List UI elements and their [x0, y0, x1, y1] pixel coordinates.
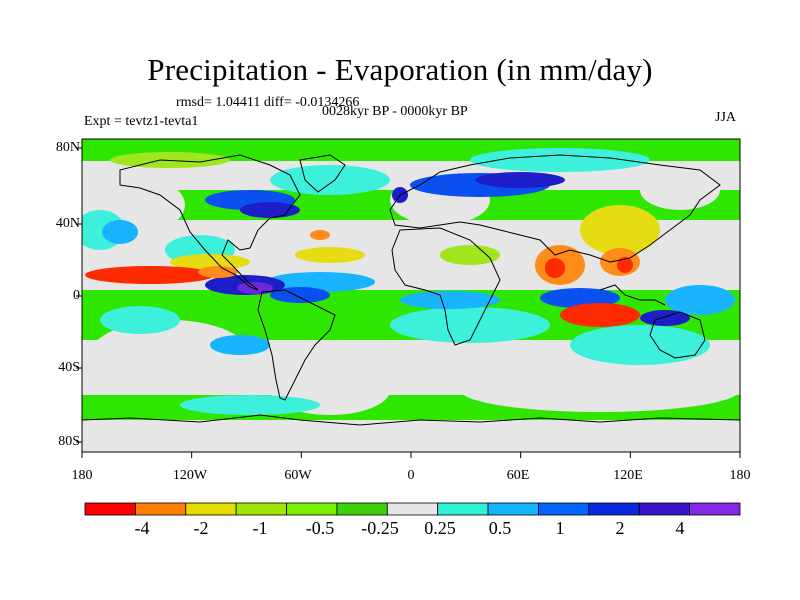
field-cyan	[270, 165, 390, 195]
field-blue	[270, 287, 330, 303]
field-lightblue	[665, 285, 735, 315]
field-lightblue	[265, 272, 375, 292]
colorbar-label: 4	[675, 518, 685, 538]
lon-label-180w: 180	[71, 468, 93, 483]
colorbar-label: -4	[134, 518, 150, 538]
colorbar-swatch	[235, 502, 287, 516]
experiment-label: Expt = tevtz1-tevta1	[84, 114, 199, 129]
lat-label-80n: 80N	[55, 140, 80, 155]
colorbar-label: -1	[252, 518, 268, 538]
colorbar-swatch	[286, 502, 338, 516]
colorbar-swatch	[386, 502, 439, 516]
colorbar-label: 1	[555, 518, 565, 538]
coastline-antarctica	[81, 414, 741, 426]
lat-label-40s: 40S	[58, 360, 80, 375]
lon-label-180e: 180	[729, 468, 751, 483]
coastline-indonesia	[599, 284, 666, 306]
field-cyan	[390, 307, 550, 343]
field-cyan	[100, 306, 180, 334]
field-lime	[440, 245, 500, 265]
field-cyan	[180, 395, 320, 415]
colorbar-swatch	[437, 502, 489, 516]
field-yellow	[295, 247, 365, 263]
lat-label-80s: 80S	[58, 434, 80, 449]
colorbar-label: 2	[615, 518, 625, 538]
coastline-north-america	[119, 154, 301, 291]
colorbar-label: -2	[193, 518, 209, 538]
map-field	[82, 139, 740, 452]
stats-text: rmsd= 1.04411 diff= -0.0134266	[176, 95, 360, 110]
coastline-europe-asia	[389, 154, 721, 263]
lon-label-120e: 120E	[613, 468, 643, 483]
lat-label-40n: 40N	[55, 216, 80, 231]
field-darkblue	[640, 310, 690, 326]
coastline-south-america	[257, 289, 336, 401]
lon-label-60w: 60W	[284, 468, 312, 483]
field-yellow	[580, 205, 660, 255]
field-lightblue	[400, 291, 500, 309]
lon-label-60e: 60E	[506, 468, 530, 483]
field-orange	[310, 230, 330, 240]
field-red	[560, 303, 640, 327]
lon-label-120w: 120W	[172, 468, 208, 483]
field-orange	[198, 266, 238, 278]
colorbar-swatch	[134, 502, 187, 516]
season-label: JJA	[715, 110, 737, 125]
field-neutral	[90, 320, 250, 390]
colorbar-swatch	[336, 502, 388, 516]
field-red	[85, 266, 215, 284]
coastline-africa	[391, 227, 501, 346]
colorbar-swatch	[588, 502, 640, 516]
colorbar-swatch	[185, 502, 237, 516]
field-neutral-antarctic	[82, 425, 740, 452]
coastline-greenland	[299, 154, 346, 193]
field-darkblue	[240, 202, 300, 218]
lon-label-0: 0	[407, 468, 415, 483]
colorbar-swatch	[689, 502, 741, 516]
axis-ticks	[76, 147, 741, 458]
field-red	[617, 257, 633, 273]
field-cyan	[470, 148, 650, 172]
lat-label-eq: 0	[73, 288, 80, 303]
colorbar-label: 0.5	[488, 518, 512, 538]
field-lightblue	[102, 220, 138, 244]
coastlines	[81, 154, 741, 426]
colorbar-swatch	[538, 502, 590, 516]
colorbar-swatch	[487, 502, 539, 516]
colorbar	[84, 502, 741, 516]
field-lightblue	[210, 335, 270, 355]
colorbar-swatch	[84, 502, 136, 516]
coastline-australia	[649, 311, 706, 359]
colorbar-swatch	[638, 502, 691, 516]
period-text: 0028kyr BP - 0000kyr BP	[322, 104, 468, 119]
colorbar-label: -0.25	[361, 518, 399, 538]
colorbar-label: 0.25	[424, 518, 456, 538]
chart-title: Precipitation - Evaporation (in mm/day)	[147, 52, 653, 87]
field-yellow	[170, 254, 250, 270]
colorbar-label: -0.5	[305, 518, 335, 538]
field-darkblue	[475, 172, 565, 188]
field-cyan	[570, 325, 710, 365]
field-red	[545, 258, 565, 278]
field-neutral	[460, 368, 740, 412]
